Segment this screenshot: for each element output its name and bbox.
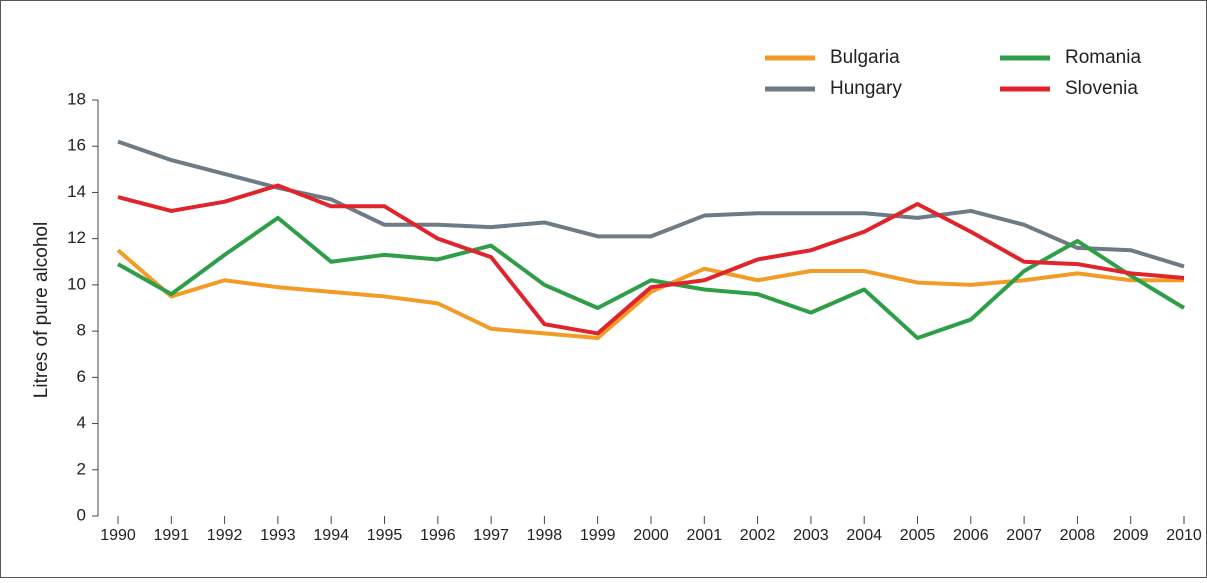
x-tick-label: 2000 <box>633 527 669 544</box>
x-tick-label: 2003 <box>793 527 829 544</box>
x-tick-label: 1990 <box>100 527 136 544</box>
x-tick-label: 1996 <box>420 527 456 544</box>
x-tick-label: 1998 <box>527 527 563 544</box>
y-tick-label: 12 <box>67 228 86 247</box>
y-tick-label: 6 <box>77 367 86 386</box>
y-tick-label: 10 <box>67 274 86 293</box>
y-tick-label: 0 <box>77 505 86 524</box>
x-tick-label: 2001 <box>687 527 723 544</box>
series-line <box>117 215 1186 341</box>
series-line <box>116 248 1184 341</box>
x-tick-label: 2008 <box>1060 527 1096 544</box>
x-tick-label: 1997 <box>473 527 509 544</box>
x-tick-label: 2005 <box>900 527 936 544</box>
x-tick-label: 2006 <box>953 527 989 544</box>
x-tick-label: 1995 <box>367 527 403 544</box>
x-tick-label: 2004 <box>846 527 882 544</box>
x-tick-label: 1993 <box>260 527 296 544</box>
x-tick-label: 1992 <box>207 527 243 544</box>
x-tick-label: 2002 <box>740 527 776 544</box>
legend-label: Bulgaria <box>830 47 900 68</box>
legend-label: Hungary <box>830 78 902 99</box>
x-tick-label: 1999 <box>580 527 616 544</box>
x-tick-label: 2007 <box>1006 527 1042 544</box>
legend-label: Romania <box>1065 47 1141 68</box>
x-tick-label: 1994 <box>313 527 349 544</box>
y-tick-label: 14 <box>67 182 86 201</box>
x-tick-label: 2010 <box>1166 527 1202 544</box>
y-tick-label: 2 <box>77 459 86 478</box>
x-tick-label: 2009 <box>1113 527 1149 544</box>
x-tick-label: 1991 <box>154 527 190 544</box>
y-tick-label: 16 <box>67 136 86 155</box>
y-axis-label: Litres of pure alcohol <box>31 222 52 398</box>
legend-label: Slovenia <box>1065 78 1138 99</box>
y-tick-label: 8 <box>77 321 86 340</box>
y-tick-label: 18 <box>67 89 86 108</box>
series-line <box>117 183 1185 336</box>
y-tick-label: 4 <box>77 413 86 432</box>
